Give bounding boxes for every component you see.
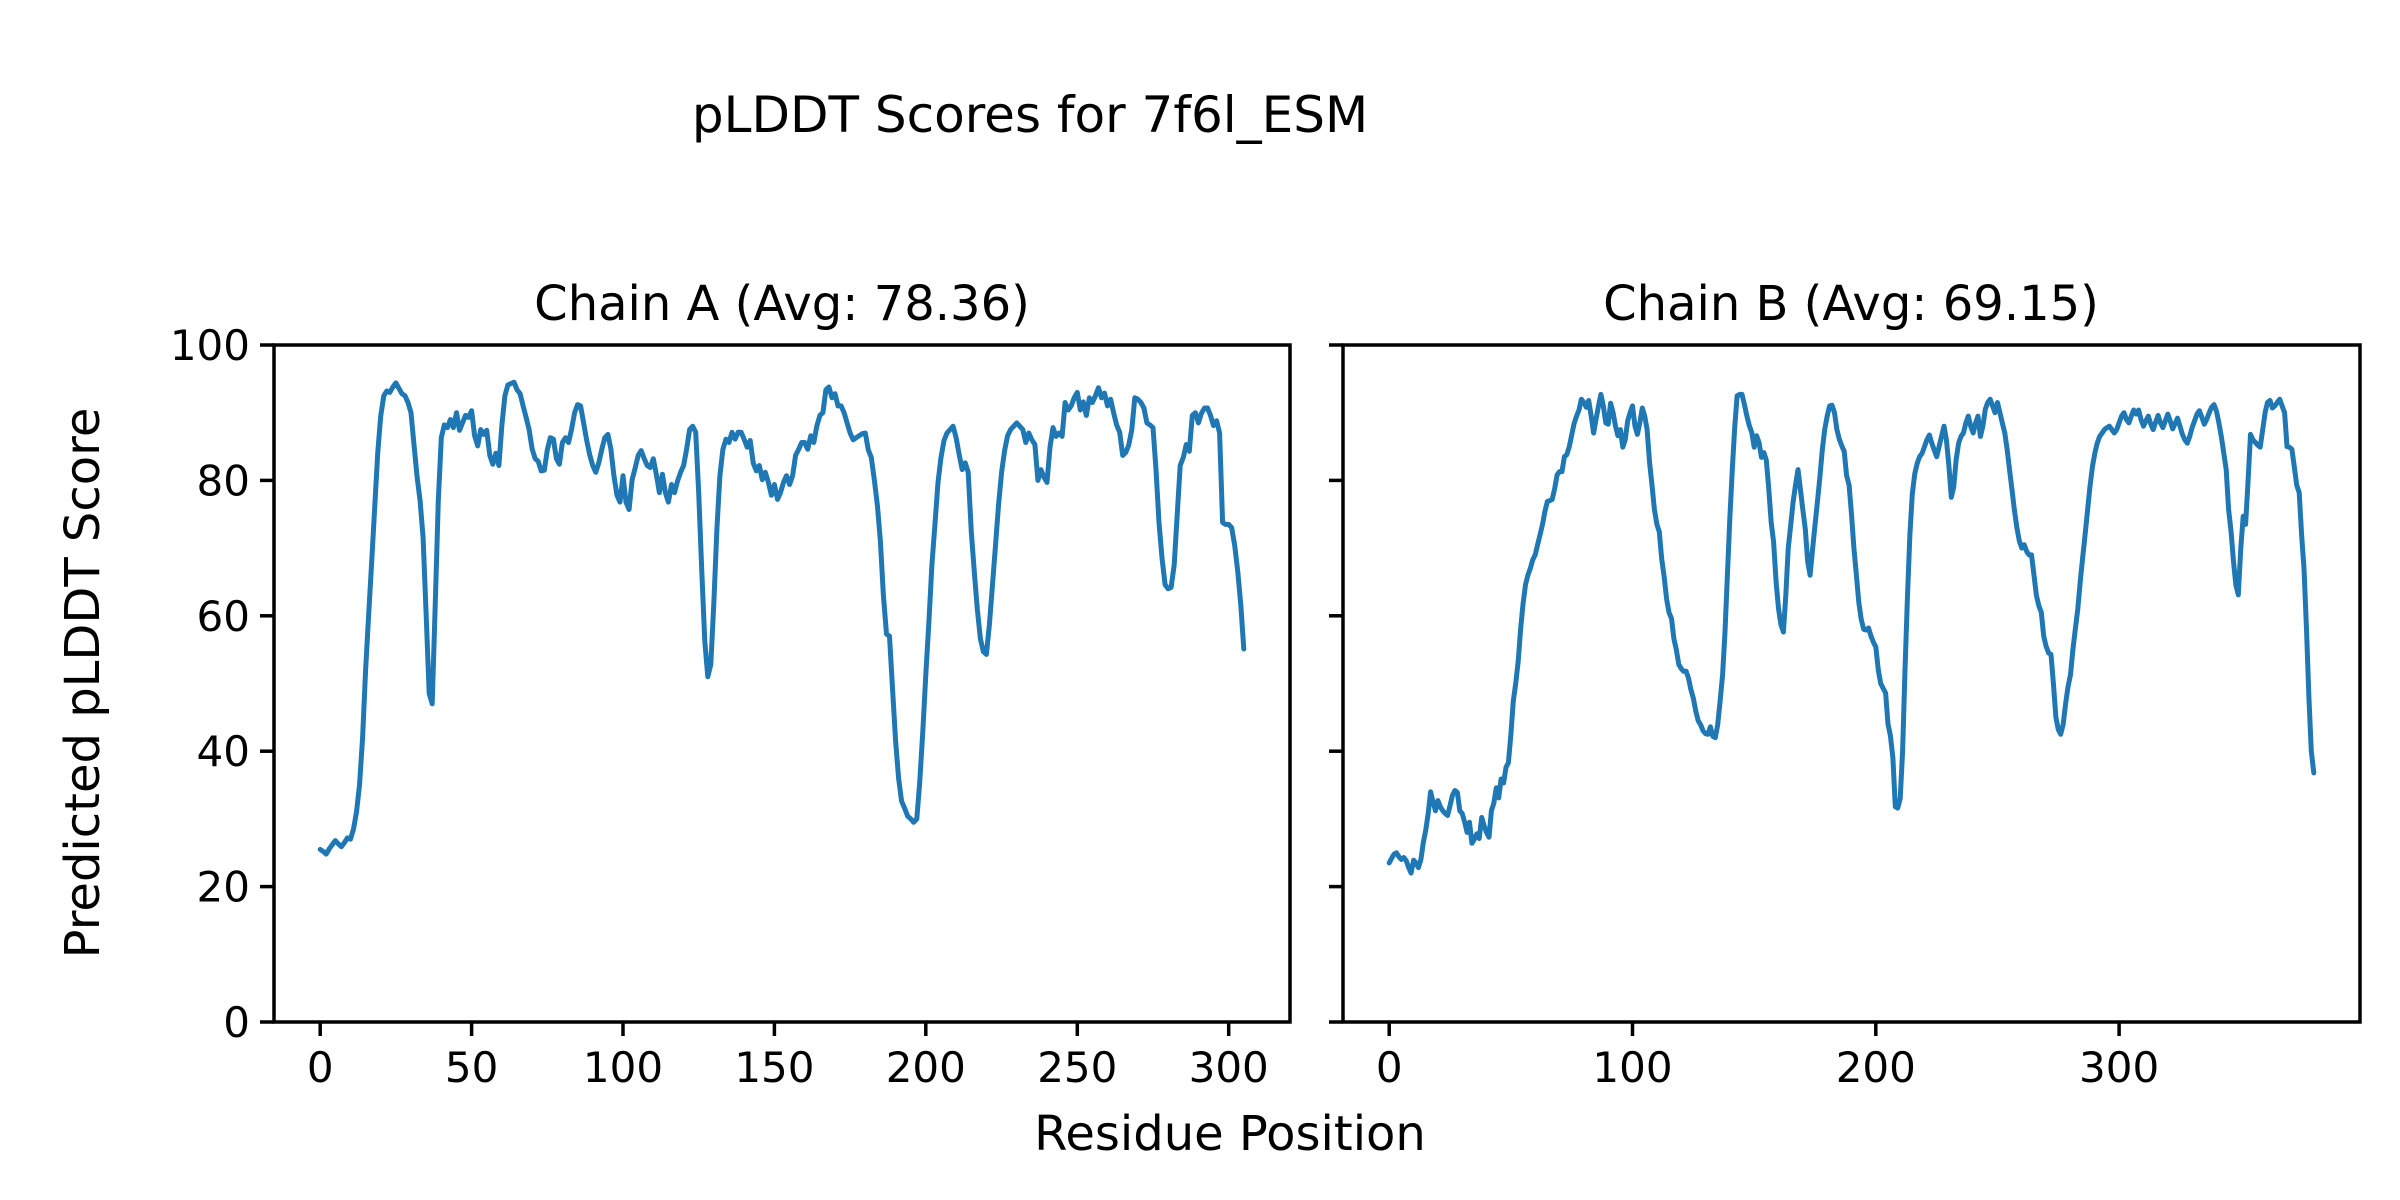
axes-spines xyxy=(272,343,1292,1024)
y-tick-label: 40 xyxy=(197,727,250,776)
y-tick-label: 20 xyxy=(197,863,250,912)
x-tick-label: 200 xyxy=(1836,1043,1916,1092)
y-tick-label: 0 xyxy=(223,998,250,1047)
x-tick-label: 0 xyxy=(1376,1043,1403,1092)
y-axis-label: Predicted pLDDT Score xyxy=(55,407,111,959)
chain-a-title: Chain A (Avg: 78.36) xyxy=(534,276,1030,332)
x-tick-label: 300 xyxy=(2079,1043,2159,1092)
x-tick-label: 50 xyxy=(445,1043,498,1092)
x-tick-label: 300 xyxy=(1189,1043,1269,1092)
x-tick-label: 150 xyxy=(734,1043,814,1092)
pldd-line-chain-b xyxy=(1386,391,2317,876)
pldd-line-chain-a xyxy=(317,379,1247,857)
x-tick-label: 0 xyxy=(307,1043,334,1092)
y-tick-label: 60 xyxy=(197,592,250,641)
chain-b-plot: 0 100 200 300 xyxy=(1329,343,2362,1092)
y-tick-label: 80 xyxy=(197,456,250,505)
chain-a-plot: 0 50 100 150 200 250 300 0 20 40 60 80 100 xyxy=(170,321,1292,1092)
x-tick-label: 100 xyxy=(583,1043,663,1092)
x-tick-label: 200 xyxy=(886,1043,966,1092)
axes-spines xyxy=(1341,343,2362,1024)
chain-b-title: Chain B (Avg: 69.15) xyxy=(1603,276,2099,332)
x-tick-label: 250 xyxy=(1037,1043,1117,1092)
y-tick-label: 100 xyxy=(170,321,250,370)
x-axis-label: Residue Position xyxy=(1034,1106,1426,1162)
figure-title: pLDDT Scores for 7f6l_ESM xyxy=(691,86,1369,144)
x-tick-label: 100 xyxy=(1592,1043,1672,1092)
